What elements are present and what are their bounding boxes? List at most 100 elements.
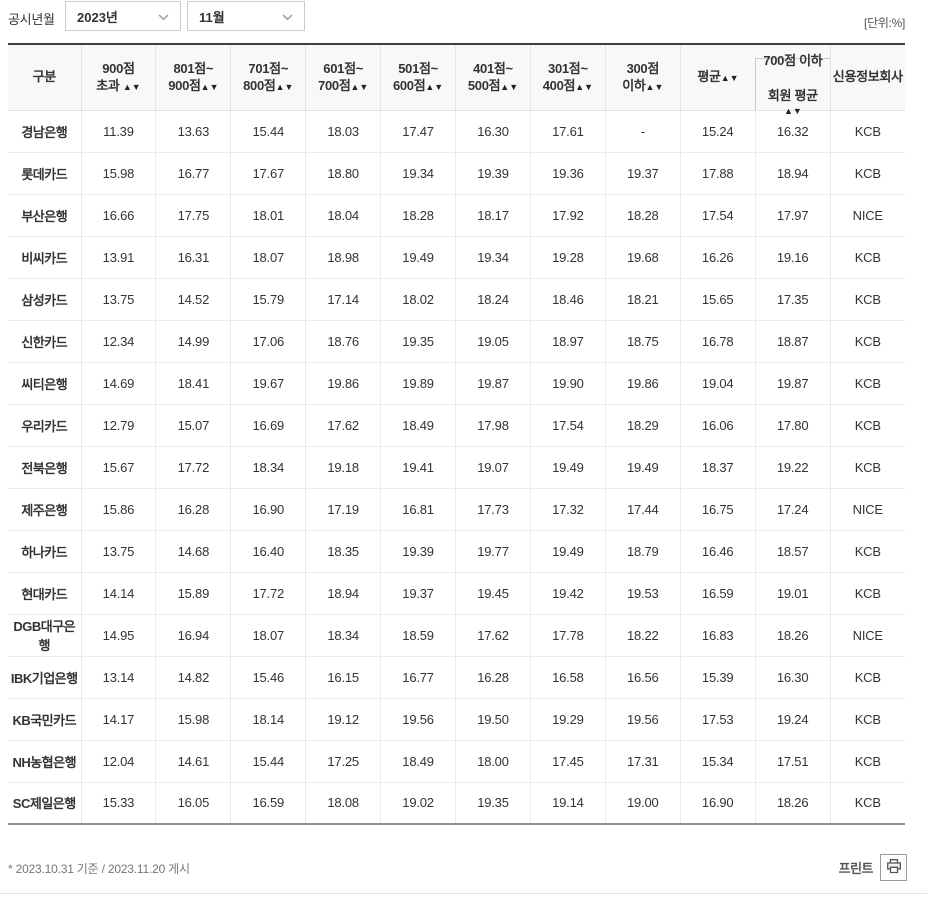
header-line1: 501점~ [398, 60, 438, 76]
credit-bureau-cell: KCB [830, 362, 905, 405]
rate-cell: 16.90 [680, 782, 756, 825]
header-line1: 701점~ [248, 60, 289, 76]
table-row: 현대카드 14.14 15.89 17.72 18.94 19.37 19.45 19.42 1… [8, 572, 905, 615]
rate-cell: 17.31 [605, 740, 681, 783]
rate-cell: 19.36 [530, 152, 606, 195]
rate-cell: 17.32 [530, 488, 606, 531]
rate-cell: 18.08 [305, 782, 382, 825]
rate-cell: 18.00 [455, 740, 531, 783]
rate-cell: 15.65 [680, 278, 756, 321]
rate-cell: 16.31 [155, 236, 232, 279]
rate-cell: 16.05 [155, 782, 232, 825]
rate-cell: 18.76 [305, 320, 382, 363]
sort-col-header-801-900[interactable]: 801점~ 900점▲▼ [155, 43, 232, 111]
credit-bureau-cell: KCB [830, 740, 905, 783]
institution-name: 하나카드 [8, 530, 82, 573]
rate-cell: 19.29 [530, 698, 606, 741]
sort-col-header-301-400[interactable]: 301점~ 400점▲▼ [530, 43, 606, 111]
credit-bureau-cell: KCB [830, 236, 905, 279]
rate-cell: 19.14 [530, 782, 606, 825]
sort-arrows-icon: ▲▼ [350, 82, 369, 93]
credit-bureau-cell: NICE [830, 614, 905, 657]
rate-cell: 19.56 [605, 698, 681, 741]
print-button[interactable] [880, 854, 907, 881]
rate-cell: 19.68 [605, 236, 681, 279]
rate-cell: 15.46 [230, 656, 307, 699]
rate-cell: 19.86 [605, 362, 681, 405]
rate-cell: 19.34 [380, 152, 457, 195]
sort-col-header-over-900[interactable]: 900점 초과 ▲▼ [81, 43, 157, 111]
institution-name: 경남은행 [8, 110, 82, 153]
sort-col-header-601-700[interactable]: 601점~ 700점▲▼ [305, 43, 382, 111]
table-row: 부산은행 16.66 17.75 18.01 18.04 18.28 18.17 17.92 1… [8, 194, 905, 237]
rate-cell: 16.66 [81, 194, 157, 237]
rate-cell: 19.24 [755, 698, 831, 741]
rate-cell: 19.49 [380, 236, 457, 279]
rate-cell: 12.34 [81, 320, 157, 363]
sort-col-header-701-800[interactable]: 701점~ 800점▲▼ [230, 43, 307, 111]
rate-cell: 14.68 [155, 530, 232, 573]
rate-cell: 16.28 [455, 656, 531, 699]
sort-col-header-under-300[interactable]: 300점 이하▲▼ [605, 43, 681, 111]
rate-cell: 15.98 [155, 698, 232, 741]
rate-cell: 17.54 [530, 404, 606, 447]
rate-cell: 13.14 [81, 656, 157, 699]
table-row: KB국민카드 14.17 15.98 18.14 19.12 19.56 19.50 19.2… [8, 698, 905, 741]
rate-cell: 18.75 [605, 320, 681, 363]
table-row: 씨티은행 14.69 18.41 19.67 19.86 19.89 19.87 19.90 1… [8, 362, 905, 405]
rate-cell: 15.44 [230, 740, 307, 783]
rate-cell: 15.98 [81, 152, 157, 195]
rate-cell: 18.07 [230, 614, 307, 657]
rate-cell: 18.49 [380, 740, 457, 783]
credit-bureau-cell: KCB [830, 404, 905, 447]
rate-cell: 17.80 [755, 404, 831, 447]
sort-arrows-icon: ▲▼ [783, 105, 802, 116]
sort-col-header-401-500[interactable]: 401점~ 500점▲▼ [455, 43, 531, 111]
rate-cell: 19.56 [380, 698, 457, 741]
rate-cell: 18.02 [380, 278, 457, 321]
rate-cell: 12.79 [81, 404, 157, 447]
rate-cell: 16.28 [155, 488, 232, 531]
rate-cell: 19.37 [380, 572, 457, 615]
rate-cell: 16.26 [680, 236, 756, 279]
credit-bureau-cell: KCB [830, 782, 905, 825]
year-select[interactable]: 2023년 [65, 1, 181, 31]
rate-cell: 18.21 [605, 278, 681, 321]
rate-cell: 14.14 [81, 572, 157, 615]
sort-col-header-under-700-avg[interactable]: 700점 이하 회원 평균 ▲▼ [755, 43, 831, 116]
institution-name: 신한카드 [8, 320, 82, 363]
credit-bureau-cell: NICE [830, 488, 905, 531]
rate-cell: 16.77 [380, 656, 457, 699]
credit-bureau-cell: NICE [830, 194, 905, 237]
printer-icon [886, 858, 902, 877]
credit-bureau-cell: KCB [830, 656, 905, 699]
month-select[interactable]: 11월 [187, 1, 305, 31]
rate-cell: 19.90 [530, 362, 606, 405]
print-label: 프린트 [838, 861, 874, 876]
header-line2: 초과 [96, 78, 123, 94]
sort-col-header-average[interactable]: 평균▲▼ [680, 43, 756, 111]
header-line1: 900점 [102, 60, 135, 76]
header-line1: 301점~ [548, 60, 588, 76]
sort-col-header-501-600[interactable]: 501점~ 600점▲▼ [380, 43, 457, 111]
credit-bureau-cell: KCB [830, 446, 905, 489]
rate-cell: 17.61 [530, 110, 606, 153]
rate-cell: 19.35 [380, 320, 457, 363]
rate-cell: 18.49 [380, 404, 457, 447]
rate-cell: 16.32 [755, 110, 831, 153]
rate-cell: 18.34 [305, 614, 382, 657]
rate-cell: 18.07 [230, 236, 307, 279]
rate-cell: 18.17 [455, 194, 531, 237]
rate-cell: 17.53 [680, 698, 756, 741]
rate-cell: 16.30 [455, 110, 531, 153]
credit-bureau-cell: KCB [830, 698, 905, 741]
rate-cell: 14.95 [81, 614, 157, 657]
rate-cell: 18.26 [755, 782, 831, 825]
table-row: DGB대구은행 14.95 16.94 18.07 18.34 18.59 17.62 17.… [8, 614, 905, 657]
rate-cell: 14.82 [155, 656, 232, 699]
chevron-down-icon [282, 9, 293, 24]
rate-cell: 18.34 [230, 446, 307, 489]
sort-arrows-icon: ▲▼ [575, 82, 594, 93]
rate-cell: 19.50 [455, 698, 531, 741]
